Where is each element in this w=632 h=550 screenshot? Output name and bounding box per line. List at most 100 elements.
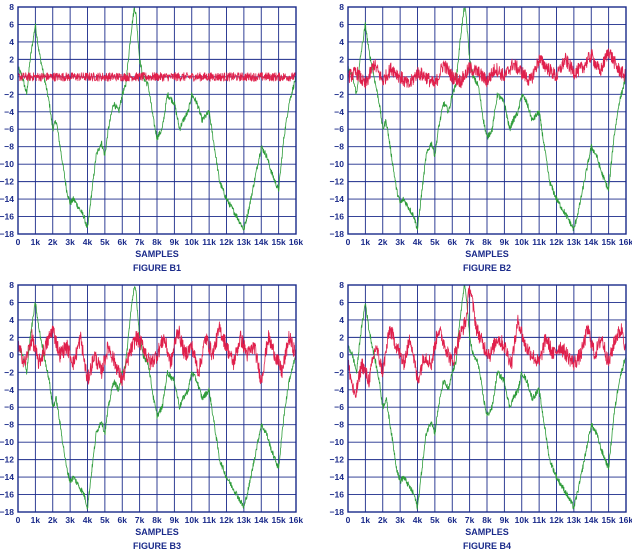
y-tick-label: −18 [0, 507, 14, 517]
y-tick-label: −14 [0, 194, 14, 204]
y-tick-label: −8 [4, 420, 14, 430]
figure-caption: FIGURE B3 [133, 541, 181, 550]
y-tick-label: 4 [339, 37, 344, 47]
y-tick-label: 8 [339, 280, 344, 290]
y-tick-label: 2 [9, 332, 14, 342]
y-tick-label: −12 [0, 177, 14, 187]
y-tick-label: −10 [330, 159, 345, 169]
y-tick-label: −16 [330, 212, 345, 222]
x-tick-label: 14k [254, 237, 268, 247]
y-tick-label: 8 [9, 280, 14, 290]
x-tick-label: 1k [361, 515, 371, 525]
x-axis-label: SAMPLES [465, 249, 509, 259]
y-tick-label: −10 [0, 437, 14, 447]
y-tick-label: −4 [334, 385, 344, 395]
x-tick-label: 16k [619, 515, 632, 525]
y-tick-label: −18 [330, 507, 345, 517]
x-tick-label: 15k [602, 515, 616, 525]
figure-caption: FIGURE B1 [133, 263, 181, 273]
x-tick-label: 0 [346, 237, 351, 247]
x-tick-label: 12k [549, 515, 563, 525]
x-tick-label: 12k [219, 237, 233, 247]
y-tick-label: −4 [4, 107, 14, 117]
y-tick-label: −6 [334, 124, 344, 134]
plot-frame [17, 284, 297, 513]
plot-frame [17, 6, 297, 235]
y-tick-label: 6 [9, 19, 14, 29]
x-tick-label: 1k [361, 237, 371, 247]
y-tick-label: 0 [9, 350, 14, 360]
y-tick-label: 4 [9, 37, 14, 47]
y-tick-label: −6 [334, 402, 344, 412]
y-tick-label: −14 [0, 472, 14, 482]
x-tick-label: 7k [465, 237, 475, 247]
x-tick-label: 13k [237, 515, 251, 525]
x-tick-label: 4k [413, 515, 423, 525]
y-tick-label: −8 [4, 142, 14, 152]
x-tick-label: 8k [482, 237, 492, 247]
y-tick-label: −18 [0, 229, 14, 239]
x-tick-label: 7k [135, 515, 145, 525]
y-tick-label: −4 [4, 385, 14, 395]
y-tick-label: −14 [330, 472, 345, 482]
x-tick-label: 1k [31, 515, 41, 525]
y-tick-label: 0 [339, 350, 344, 360]
y-tick-label: −16 [0, 490, 14, 500]
y-tick-label: −12 [330, 455, 345, 465]
x-tick-label: 7k [465, 515, 475, 525]
x-axis-label: SAMPLES [135, 527, 179, 537]
x-axis-label: SAMPLES [465, 527, 509, 537]
x-tick-label: 4k [83, 515, 93, 525]
series-line-red [347, 48, 627, 89]
x-tick-label: 4k [413, 237, 423, 247]
y-tick-label: −10 [0, 159, 14, 169]
series-line-green [347, 284, 627, 510]
x-tick-label: 9k [170, 515, 180, 525]
y-tick-label: −12 [0, 455, 14, 465]
x-tick-label: 3k [65, 515, 75, 525]
series-line-red [347, 284, 627, 398]
x-tick-label: 3k [395, 515, 405, 525]
x-tick-label: 6k [448, 237, 458, 247]
x-tick-label: 4k [83, 237, 93, 247]
x-tick-label: 14k [254, 515, 268, 525]
x-tick-label: 13k [567, 515, 581, 525]
y-tick-label: −18 [330, 229, 345, 239]
y-tick-label: −12 [330, 177, 345, 187]
y-tick-label: −10 [330, 437, 345, 447]
x-tick-label: 1k [31, 237, 41, 247]
x-tick-label: 3k [65, 237, 75, 247]
x-tick-label: 15k [602, 237, 616, 247]
x-tick-label: 14k [584, 237, 598, 247]
y-tick-label: 2 [9, 54, 14, 64]
x-tick-label: 10k [185, 515, 199, 525]
x-tick-label: 13k [567, 237, 581, 247]
series-line-green [17, 286, 297, 510]
x-tick-label: 8k [152, 237, 162, 247]
y-tick-label: −4 [334, 107, 344, 117]
x-tick-label: 5k [430, 515, 440, 525]
plot-frame [347, 6, 627, 235]
y-tick-label: −16 [0, 212, 14, 222]
figure-caption: FIGURE B4 [463, 541, 511, 550]
x-tick-label: 5k [430, 237, 440, 247]
y-tick-label: −2 [4, 367, 14, 377]
y-tick-label: −16 [330, 490, 345, 500]
y-tick-label: 2 [339, 54, 344, 64]
x-tick-label: 5k [100, 237, 110, 247]
x-tick-label: 8k [482, 515, 492, 525]
y-tick-label: −2 [4, 89, 14, 99]
y-tick-label: 6 [339, 19, 344, 29]
plot-frame [347, 284, 627, 513]
x-tick-label: 16k [289, 237, 303, 247]
x-tick-label: 11k [202, 515, 216, 525]
y-tick-label: 6 [9, 297, 14, 307]
y-tick-label: −14 [330, 194, 345, 204]
x-tick-label: 6k [448, 515, 458, 525]
x-tick-label: 10k [185, 237, 199, 247]
x-tick-label: 10k [515, 237, 529, 247]
